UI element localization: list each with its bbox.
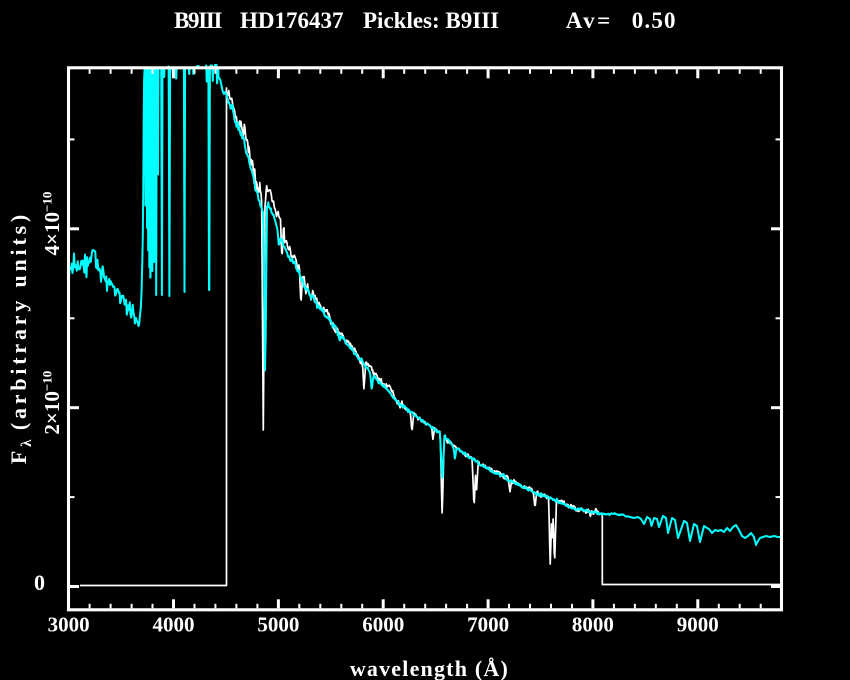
svg-text:6000: 6000 [362, 613, 404, 637]
svg-text:HD176437: HD176437 [240, 8, 344, 33]
svg-text:9000: 9000 [677, 613, 719, 637]
svg-text:0: 0 [34, 570, 45, 595]
svg-text:7000: 7000 [467, 613, 509, 637]
svg-text:5000: 5000 [257, 613, 299, 637]
svg-text:Pickles: B9III: Pickles: B9III [363, 8, 499, 33]
svg-text:3000: 3000 [48, 613, 90, 637]
svg-text:0.50: 0.50 [632, 8, 677, 33]
svg-text:B9III: B9III [174, 8, 223, 33]
svg-text:8000: 8000 [572, 613, 614, 637]
svg-text:Fλ (arbitrary units): Fλ (arbitrary units) [6, 211, 35, 464]
svg-text:Av=: Av= [566, 8, 613, 33]
svg-text:wavelength (Å): wavelength (Å) [350, 656, 509, 680]
svg-text:4000: 4000 [153, 613, 195, 637]
